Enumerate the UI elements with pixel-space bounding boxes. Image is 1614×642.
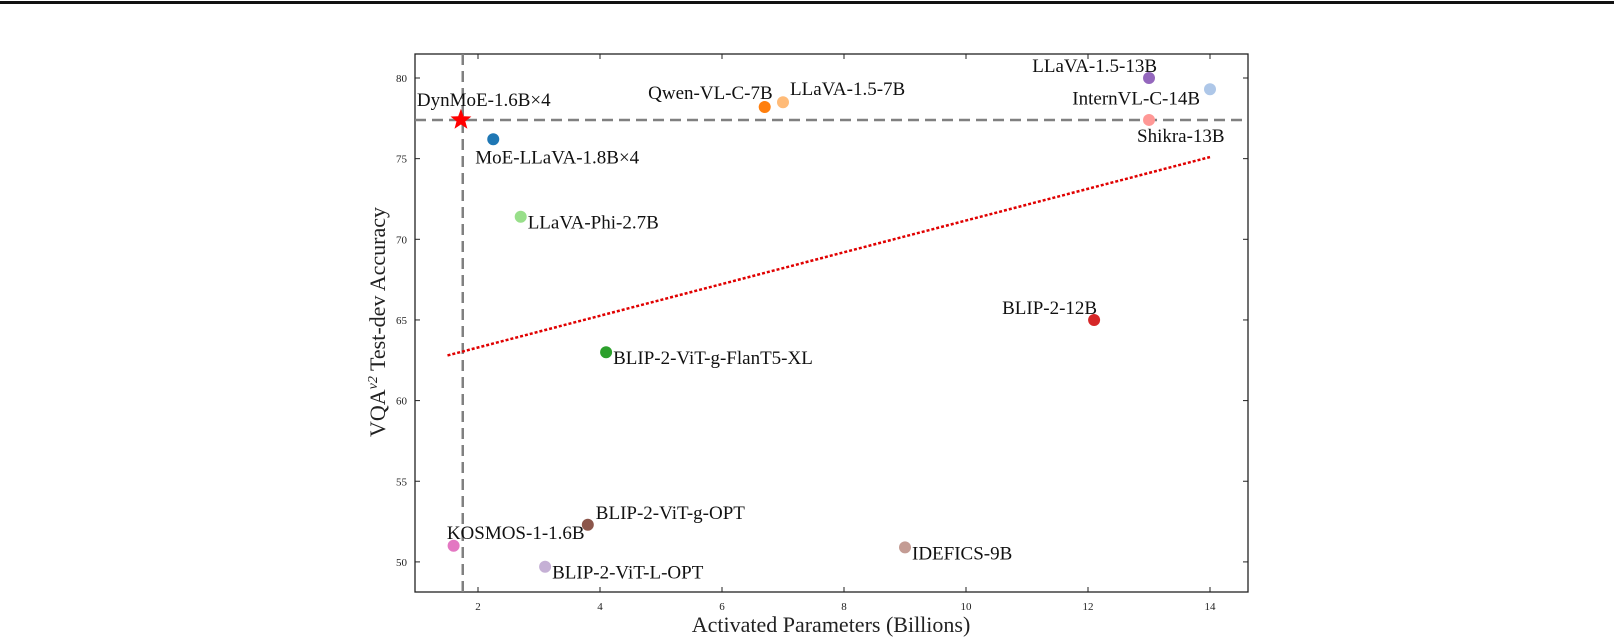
data-point — [1143, 113, 1155, 126]
x-tick-label: 10 — [961, 601, 973, 613]
trend-line — [447, 155, 1211, 357]
y-tick-label: 75 — [396, 154, 408, 166]
y-tick-label: 55 — [396, 476, 408, 488]
y-tick-label: 70 — [396, 234, 408, 246]
data-point-label: Shikra-13B — [1137, 126, 1225, 147]
data-point — [1143, 72, 1155, 84]
top-rule — [0, 1, 1614, 4]
data-point — [758, 101, 771, 114]
axes-frame — [414, 53, 1249, 593]
data-point — [487, 133, 500, 146]
data-point-label: MoE-LLaVA-1.8B×4 — [475, 147, 639, 168]
data-point — [447, 539, 460, 552]
x-axis-label: Activated Parameters (Billions) — [692, 612, 971, 637]
data-point — [777, 96, 789, 109]
data-point-label: BLIP-2-ViT-g-FlanT5-XL — [613, 348, 813, 369]
data-point-label: InternVL-C-14B — [1072, 88, 1200, 109]
y-axis-label: VQAv2 Test-dev Accuracy — [365, 207, 390, 437]
data-point — [899, 541, 911, 554]
star-marker-icon — [450, 108, 472, 129]
data-point-label: Qwen-VL-C-7B — [648, 83, 773, 104]
data-point-label: LLaVA-1.5-7B — [790, 79, 905, 100]
data-point — [1204, 83, 1216, 96]
x-tick-label: 8 — [841, 601, 847, 613]
data-point — [539, 560, 552, 573]
data-point — [581, 518, 594, 531]
y-tick-label: 50 — [396, 557, 408, 569]
x-tick-label: 2 — [475, 601, 481, 613]
data-point-label: KOSMOS-1-1.6B — [447, 523, 585, 544]
data-point-label: LLaVA-1.5-13B — [1032, 56, 1157, 77]
x-tick-label: 4 — [597, 601, 603, 613]
data-point-label: BLIP-2-ViT-g-OPT — [596, 503, 745, 524]
plot-area: 2 4 6 8 10 12 14 50 55 60 65 70 75 80 DynMoE-1.6B×4 MoE… — [396, 53, 1249, 613]
data-point-label: BLIP-2-ViT-L-OPT — [552, 563, 704, 584]
data-point-label: DynMoE-1.6B×4 — [417, 90, 551, 111]
y-tick-label: 60 — [396, 396, 408, 408]
x-tick-label: 12 — [1083, 601, 1094, 613]
data-point-label: BLIP-2-12B — [1002, 298, 1097, 319]
data-point — [600, 346, 613, 359]
data-point-label: IDEFICS-9B — [912, 543, 1012, 564]
data-point — [1088, 313, 1101, 326]
y-tick-label: 80 — [396, 73, 408, 85]
data-point-label: LLaVA-Phi-2.7B — [528, 213, 659, 234]
x-tick-label: 6 — [719, 601, 725, 613]
data-point — [514, 210, 527, 223]
y-tick-label: 65 — [396, 315, 408, 327]
x-tick-label: 14 — [1205, 601, 1217, 613]
